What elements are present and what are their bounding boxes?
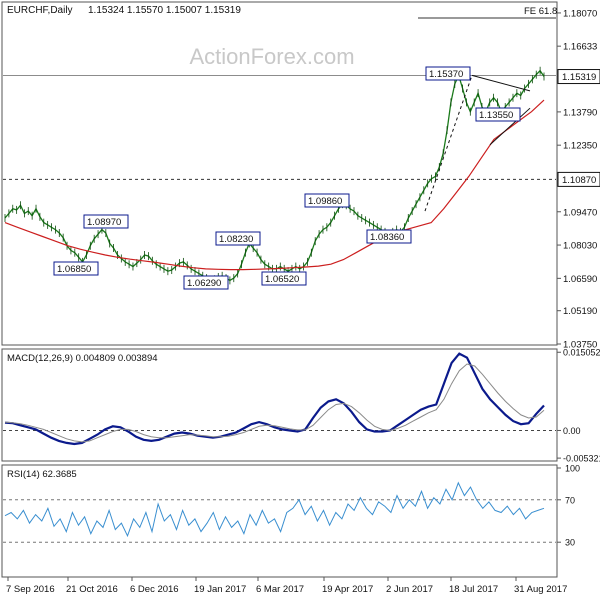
date-label: 19 Jan 2017 [194, 584, 246, 595]
date-label: 6 Mar 2017 [256, 584, 304, 595]
level-annotation: 1.08360 [370, 232, 404, 243]
rsi-axis-label: 30 [565, 538, 575, 548]
rsi-axis-label: 100 [565, 464, 580, 474]
level-annotation: 1.13550 [479, 110, 513, 121]
symbol-label: EURCHF,Daily [7, 5, 73, 16]
date-label: 31 Aug 2017 [514, 584, 567, 595]
triangle-upper-line [471, 74, 531, 92]
level-annotation-box [215, 231, 261, 246]
level-annotation: 1.06520 [265, 274, 299, 285]
level-annotation-box [425, 66, 471, 81]
level-annotation-box [83, 214, 129, 229]
level-annotation: 1.06290 [187, 278, 221, 289]
level-annotation-box [304, 193, 350, 208]
current-price-label: 1.15319 [562, 72, 596, 83]
price-axis-label: 1.08030 [563, 241, 597, 252]
date-label: 2 Jun 2017 [386, 584, 433, 595]
date-label: 21 Oct 2016 [66, 584, 118, 595]
level-annotation-box [183, 275, 229, 290]
level-annotation: 1.06850 [57, 264, 91, 275]
triangle-lower-line [489, 107, 531, 146]
watermark: ActionForex.com [189, 44, 354, 69]
macd-title: MACD(12,26,9) 0.004809 0.003894 [7, 353, 158, 364]
rsi-axis-label: 70 [565, 495, 575, 505]
rsi-panel-frame [1, 464, 558, 578]
macd-axis-label: -0.005321 [563, 454, 600, 464]
rsi-line [4, 481, 545, 538]
price-axis-label: 1.12350 [563, 141, 597, 152]
level-annotation-box [366, 229, 412, 244]
price-axis-label: 1.05190 [563, 306, 597, 317]
level-annotation-box [475, 107, 521, 122]
price-axis-label: 1.09470 [563, 207, 597, 218]
price-axis-label: 1.18070 [563, 8, 597, 19]
date-label: 19 Apr 2017 [322, 584, 373, 595]
price-axis-label: 1.06590 [563, 274, 597, 285]
price-axis-label: 1.16633 [563, 42, 597, 53]
price-axis-label: 1.10870 [562, 175, 596, 186]
level-annotation-box [53, 261, 99, 276]
level-annotation: 1.15370 [429, 69, 463, 80]
ohlc-label: 1.15324 1.15570 1.15007 1.15319 [88, 5, 241, 16]
macd-signal-line [4, 363, 545, 443]
macd-line [4, 352, 545, 446]
rsi-title: RSI(14) 62.3685 [7, 469, 77, 480]
price-axis-label: 1.03750 [563, 340, 597, 351]
current-price-box [557, 69, 600, 85]
level-annotation: 1.08230 [219, 234, 253, 245]
date-label: 6 Dec 2016 [130, 584, 179, 595]
date-label: 18 Jul 2017 [449, 584, 498, 595]
fe-618-label: FE 61.8 [524, 6, 557, 17]
price-panel-frame [1, 1, 558, 346]
macd-panel-frame [1, 348, 558, 462]
fe-projection-line [424, 75, 473, 212]
level-annotation: 1.09860 [308, 196, 342, 207]
price-axis-label: 1.13790 [563, 107, 597, 118]
macd-axis-label: 0.015052 [563, 348, 600, 358]
sma-line [4, 99, 545, 271]
level-annotation-box [261, 271, 307, 286]
level-price-box [557, 171, 600, 187]
macd-axis-label: 0.00 [563, 426, 581, 436]
date-label: 7 Sep 2016 [6, 584, 55, 595]
level-annotation: 1.08970 [87, 217, 121, 228]
